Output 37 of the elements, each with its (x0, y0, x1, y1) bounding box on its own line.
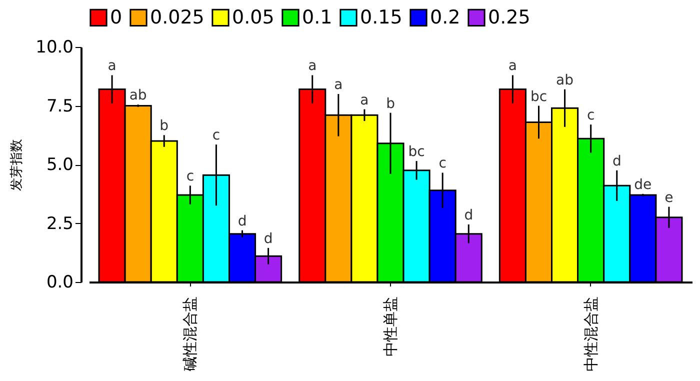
legend-label: 0.2 (430, 6, 460, 29)
data-label: b (160, 118, 169, 134)
data-label: bc (408, 144, 425, 160)
data-label: c (586, 108, 595, 124)
data-label: e (664, 190, 674, 206)
y-axis-title: 发芽指数 (10, 139, 25, 191)
data-label: d (238, 213, 247, 230)
x-tick-label: 碱性混合盐 (181, 296, 200, 372)
y-tick-label: 2.5 (46, 214, 74, 234)
data-label: a (334, 77, 343, 93)
legend-label: 0.15 (360, 6, 402, 29)
x-tick-label: 中性单盐 (382, 296, 400, 356)
data-label: a (108, 58, 116, 74)
data-label: d (264, 230, 273, 247)
data-label: ab (556, 72, 574, 88)
data-label: c (438, 156, 446, 172)
y-tick-label: 5.0 (46, 155, 74, 175)
data-label: c (212, 128, 220, 144)
legend-label: 0.25 (488, 6, 530, 29)
data-label: a (308, 58, 317, 74)
data-label: de (634, 176, 652, 193)
x-tick-label: 中性混合盐 (582, 296, 600, 372)
y-tick-label: 0.0 (46, 272, 74, 292)
data-label: c (186, 168, 194, 185)
data-label: d (464, 207, 474, 224)
data-label: a (508, 58, 517, 74)
y-tick-label: 7.5 (46, 96, 74, 116)
legend-label: 0.1 (302, 6, 332, 29)
y-tick-label: 10.0 (36, 38, 74, 58)
data-label: bc (530, 88, 548, 105)
legend-label: 0 (110, 6, 122, 29)
data-label: d (612, 153, 622, 170)
legend-label: 0.025 (150, 6, 204, 29)
legend-label: 0.05 (232, 6, 274, 29)
data-label: a (360, 92, 369, 108)
data-label: ab (129, 88, 147, 104)
data-label: b (386, 96, 396, 112)
